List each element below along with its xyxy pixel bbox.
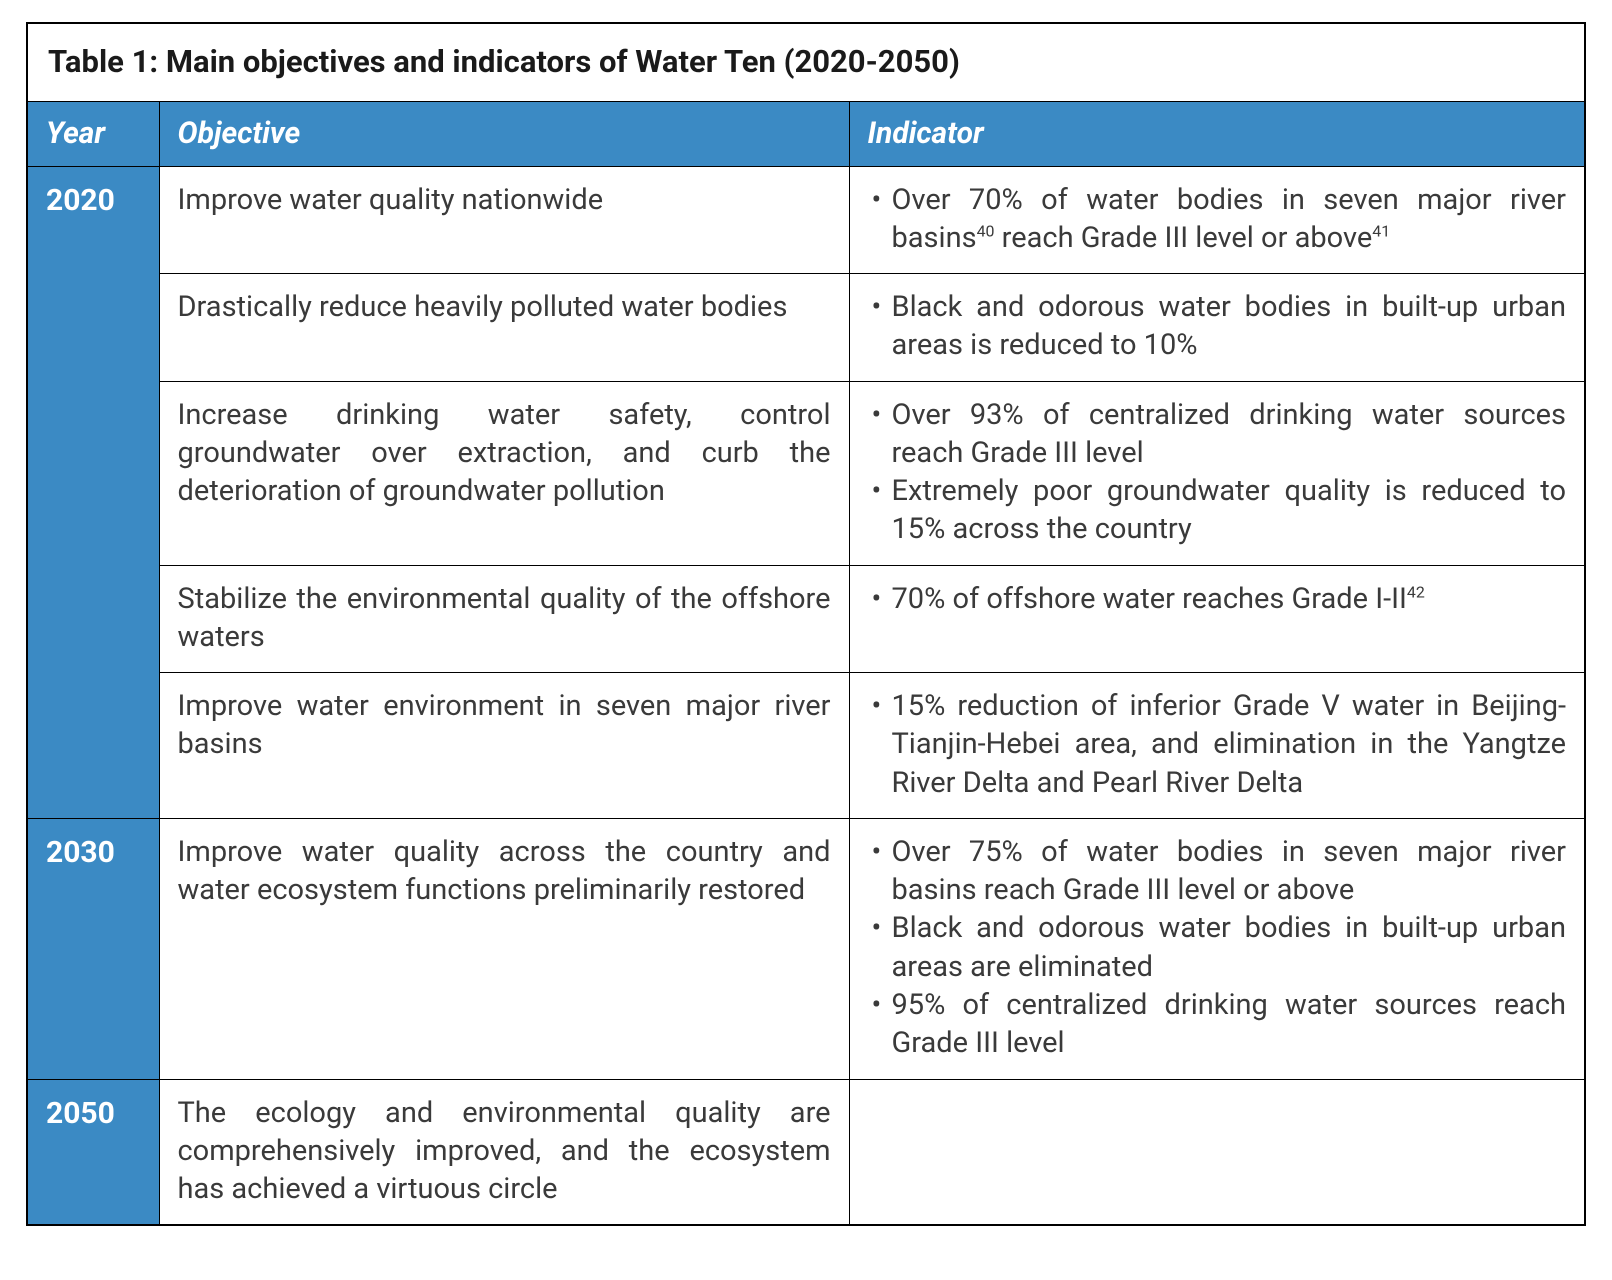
indicator-cell: Black and odorous water bodies in built-… (849, 274, 1585, 382)
table-title: Table 1: Main objectives and indicators … (27, 23, 1585, 101)
indicator-item: Over 93% of centralized drinking water s… (868, 396, 1567, 473)
indicator-item: Black and odorous water bodies in built-… (868, 909, 1567, 986)
year-cell: 2030 (27, 818, 159, 1079)
objective-cell: The ecology and environmental quality ar… (159, 1079, 849, 1225)
indicator-item: 95% of centralized drinking water source… (868, 986, 1567, 1063)
table-row: Increase drinking water safety, control … (27, 381, 1585, 565)
indicator-item: Extremely poor groundwater quality is re… (868, 472, 1567, 549)
table-row: Drastically reduce heavily polluted wate… (27, 274, 1585, 382)
indicator-cell: 15% reduction of inferior Grade V water … (849, 673, 1585, 819)
objective-cell: Improve water quality across the country… (159, 818, 849, 1079)
col-year: Year (27, 101, 159, 166)
table-body: Table 1: Main objectives and indicators … (27, 23, 1585, 1225)
indicator-item: 15% reduction of inferior Grade V water … (868, 687, 1567, 802)
indicator-item: Over 75% of water bodies in seven major … (868, 833, 1567, 910)
water-ten-table: Table 1: Main objectives and indicators … (26, 22, 1586, 1226)
col-indicator: Indicator (849, 101, 1585, 166)
table-row: Improve water environment in seven major… (27, 673, 1585, 819)
objective-cell: Stabilize the environmental quality of t… (159, 565, 849, 673)
indicator-item: Over 70% of water bodies in seven major … (868, 181, 1567, 258)
indicator-item: Black and odorous water bodies in built-… (868, 288, 1567, 365)
objective-cell: Drastically reduce heavily polluted wate… (159, 274, 849, 382)
indicator-cell (849, 1079, 1585, 1225)
year-cell: 2050 (27, 1079, 159, 1225)
year-cell: 2020 (27, 166, 159, 818)
header-row: Year Objective Indicator (27, 101, 1585, 166)
table-row: Stabilize the environmental quality of t… (27, 565, 1585, 673)
table-row: 2020Improve water quality nationwideOver… (27, 166, 1585, 274)
indicator-cell: 70% of offshore water reaches Grade I-II… (849, 565, 1585, 673)
objective-cell: Increase drinking water safety, control … (159, 381, 849, 565)
objective-cell: Improve water environment in seven major… (159, 673, 849, 819)
title-row: Table 1: Main objectives and indicators … (27, 23, 1585, 101)
table-row: 2050The ecology and environmental qualit… (27, 1079, 1585, 1225)
objective-cell: Improve water quality nationwide (159, 166, 849, 274)
indicator-item: 70% of offshore water reaches Grade I-II… (868, 580, 1567, 618)
indicator-cell: Over 75% of water bodies in seven major … (849, 818, 1585, 1079)
col-objective: Objective (159, 101, 849, 166)
table-row: 2030Improve water quality across the cou… (27, 818, 1585, 1079)
indicator-cell: Over 70% of water bodies in seven major … (849, 166, 1585, 274)
indicator-cell: Over 93% of centralized drinking water s… (849, 381, 1585, 565)
